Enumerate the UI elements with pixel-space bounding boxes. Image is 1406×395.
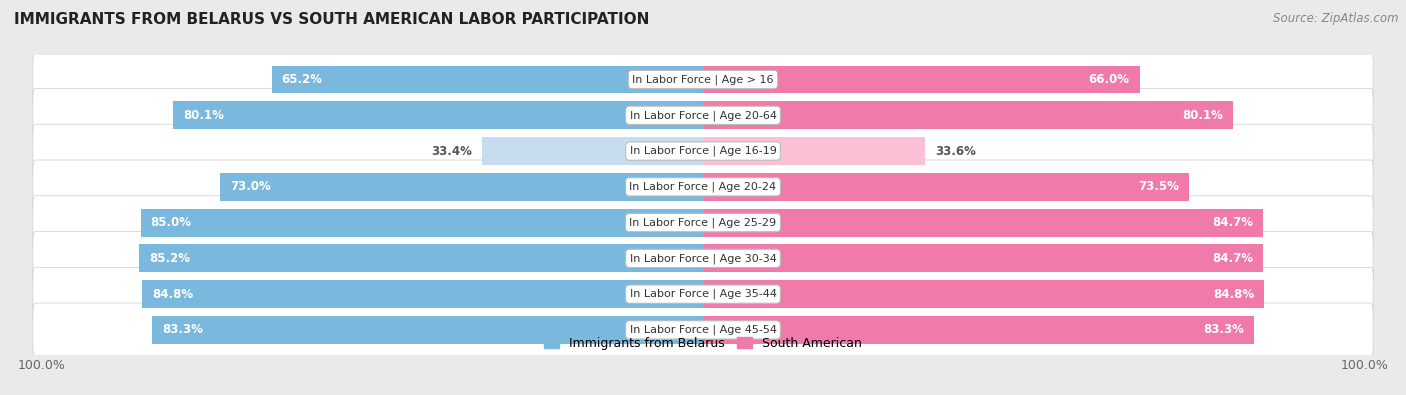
FancyBboxPatch shape — [32, 124, 1374, 178]
Bar — [703, 102, 1233, 129]
FancyBboxPatch shape — [32, 303, 1374, 357]
Text: 73.5%: 73.5% — [1139, 181, 1180, 193]
Bar — [482, 137, 703, 165]
Text: 83.3%: 83.3% — [1204, 324, 1244, 337]
Text: 83.3%: 83.3% — [162, 324, 202, 337]
Text: 85.2%: 85.2% — [149, 252, 190, 265]
Text: 84.8%: 84.8% — [152, 288, 193, 301]
Legend: Immigrants from Belarus, South American: Immigrants from Belarus, South American — [538, 332, 868, 355]
Text: IMMIGRANTS FROM BELARUS VS SOUTH AMERICAN LABOR PARTICIPATION: IMMIGRANTS FROM BELARUS VS SOUTH AMERICA… — [14, 12, 650, 27]
Bar — [703, 316, 1254, 344]
Bar — [152, 316, 703, 344]
Bar — [271, 66, 703, 94]
Text: 84.7%: 84.7% — [1212, 216, 1253, 229]
Bar — [703, 137, 925, 165]
Text: 73.0%: 73.0% — [231, 181, 271, 193]
Bar — [142, 280, 703, 308]
Bar — [139, 245, 703, 272]
Bar — [703, 209, 1264, 237]
Bar — [703, 173, 1189, 201]
Text: In Labor Force | Age 16-19: In Labor Force | Age 16-19 — [630, 146, 776, 156]
Text: 84.7%: 84.7% — [1212, 252, 1253, 265]
Text: 66.0%: 66.0% — [1088, 73, 1129, 86]
Text: In Labor Force | Age 35-44: In Labor Force | Age 35-44 — [630, 289, 776, 299]
FancyBboxPatch shape — [32, 160, 1374, 214]
Bar — [703, 280, 1264, 308]
Bar — [141, 209, 703, 237]
Text: In Labor Force | Age > 16: In Labor Force | Age > 16 — [633, 74, 773, 85]
Text: In Labor Force | Age 20-24: In Labor Force | Age 20-24 — [630, 182, 776, 192]
FancyBboxPatch shape — [32, 196, 1374, 249]
Text: 85.0%: 85.0% — [150, 216, 191, 229]
Bar — [221, 173, 703, 201]
Text: In Labor Force | Age 30-34: In Labor Force | Age 30-34 — [630, 253, 776, 263]
Text: In Labor Force | Age 45-54: In Labor Force | Age 45-54 — [630, 325, 776, 335]
Text: 80.1%: 80.1% — [183, 109, 224, 122]
FancyBboxPatch shape — [32, 231, 1374, 285]
Bar — [173, 102, 703, 129]
Text: 65.2%: 65.2% — [281, 73, 322, 86]
Text: 84.8%: 84.8% — [1213, 288, 1254, 301]
FancyBboxPatch shape — [32, 88, 1374, 142]
Text: 33.4%: 33.4% — [432, 145, 472, 158]
Text: 33.6%: 33.6% — [935, 145, 976, 158]
FancyBboxPatch shape — [32, 53, 1374, 106]
Text: In Labor Force | Age 25-29: In Labor Force | Age 25-29 — [630, 217, 776, 228]
Bar — [703, 245, 1264, 272]
Text: Source: ZipAtlas.com: Source: ZipAtlas.com — [1274, 12, 1399, 25]
FancyBboxPatch shape — [32, 267, 1374, 321]
Text: In Labor Force | Age 20-64: In Labor Force | Age 20-64 — [630, 110, 776, 120]
Text: 80.1%: 80.1% — [1182, 109, 1223, 122]
Bar — [703, 66, 1140, 94]
